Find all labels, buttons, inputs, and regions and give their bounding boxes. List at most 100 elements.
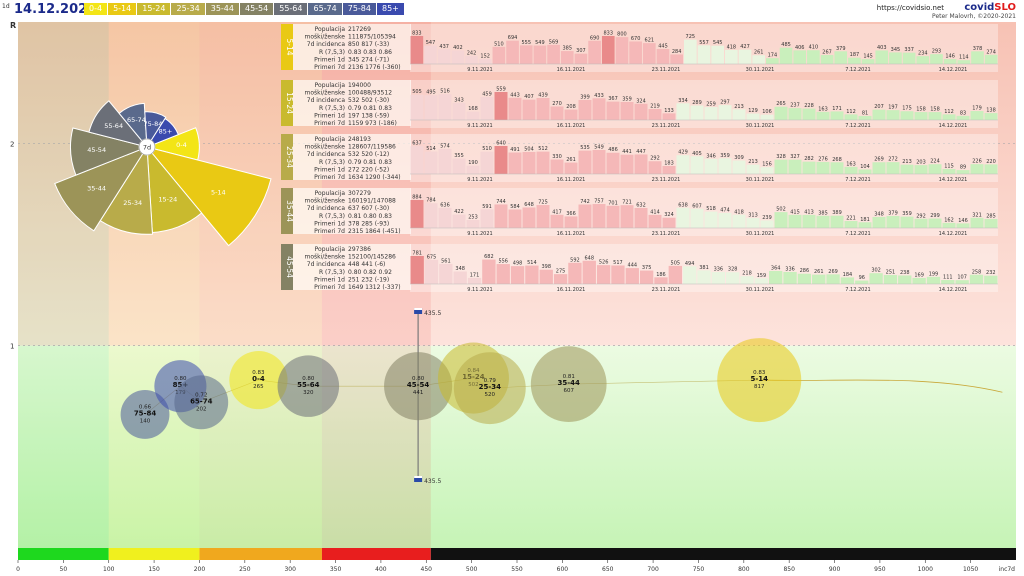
stat-key: 7d incidenca: [307, 41, 346, 48]
mini-bar-value: 443: [510, 92, 520, 98]
mini-bar-value: 675: [427, 254, 437, 260]
mini-bar-value: 96: [859, 275, 865, 281]
mini-bar: [452, 102, 466, 120]
stat-value: 248193: [348, 136, 371, 143]
mini-bar: [656, 49, 670, 64]
mini-bar-value: 129: [748, 108, 758, 114]
mini-bar-value: 491: [510, 147, 520, 153]
mini-bar: [861, 59, 875, 64]
mini-bar-value: 725: [538, 200, 548, 206]
mini-bar: [536, 151, 550, 174]
mini-bar-value: 156: [762, 162, 772, 168]
stat-value: 1634 1290 (-344): [348, 174, 401, 181]
mini-bar-value: 725: [686, 34, 696, 40]
mini-bar: [578, 100, 592, 120]
mini-bar: [564, 216, 578, 228]
mini-bar: [494, 204, 508, 228]
bubble-label: 25-34: [479, 383, 502, 391]
date-tick: 30.11.2021: [746, 177, 775, 183]
mini-bar-value: 632: [636, 202, 646, 208]
panel-tab-label: 45-54: [285, 256, 294, 278]
mini-bar: [872, 216, 886, 228]
mini-bar: [914, 218, 928, 228]
mini-bar: [539, 269, 553, 284]
mini-bar-value: 418: [734, 209, 744, 215]
mini-bar: [410, 146, 424, 174]
mini-bar: [634, 103, 648, 120]
mini-bar: [611, 265, 625, 284]
stat-key: Primeri 1d: [314, 112, 345, 119]
mini-bar-value: 557: [699, 40, 709, 46]
x-tick-label: 300: [284, 566, 296, 573]
mini-bar: [578, 150, 592, 174]
mini-bar-value: 359: [622, 97, 632, 103]
pie-label-85+: 85+: [159, 128, 173, 136]
mini-bar: [508, 209, 522, 228]
mini-bar-value: 213: [748, 159, 758, 165]
mini-bar-value: 162: [944, 217, 954, 223]
mini-bar: [969, 274, 984, 284]
mini-bar: [606, 152, 620, 174]
stat-value: 1649 1312 (-337): [348, 284, 401, 291]
mini-bar-value: 555: [521, 40, 531, 46]
mini-bar-value: 115: [944, 163, 954, 169]
mini-bar: [606, 101, 620, 120]
mini-bar: [883, 275, 898, 284]
mini-bar: [970, 111, 984, 120]
x-tick-label: 450: [421, 566, 433, 573]
mini-bar-value: 422: [454, 209, 464, 215]
mini-bar-value: 343: [454, 97, 464, 103]
stat-key: R (7,5,3): [319, 105, 345, 112]
mini-bar: [970, 164, 984, 174]
mini-bar-value: 171: [470, 272, 480, 278]
mini-bar: [510, 266, 525, 284]
mini-bar-value: 414: [650, 209, 660, 215]
stat-value: 197 138 (-59): [348, 112, 389, 119]
bubble-25-34: [453, 352, 526, 425]
x-tick-label: 550: [511, 566, 523, 573]
site-url[interactable]: https://covidsio.net: [876, 4, 944, 12]
age-legend-55-64: 55-64: [274, 3, 308, 15]
date-tick: 9.11.2021: [467, 123, 492, 129]
mini-bar: [732, 160, 746, 174]
mini-bar: [788, 108, 802, 120]
mini-bar: [466, 165, 480, 174]
mini-bar: [914, 165, 928, 174]
bubble-35-44: [530, 346, 607, 422]
mini-bar: [844, 221, 858, 228]
mini-bar-value: 337: [904, 47, 914, 53]
mini-bar: [930, 54, 943, 64]
mini-bar-value: 498: [513, 261, 523, 267]
mini-bar: [956, 115, 970, 120]
mini-bar: [858, 169, 872, 174]
x-tick-label: 850: [783, 566, 795, 573]
mini-bar-value: 181: [860, 217, 870, 223]
mini-bar-value: 237: [790, 103, 800, 109]
mini-bar-value: 324: [664, 212, 674, 218]
mini-bar: [676, 103, 690, 120]
mini-bar-value: 265: [776, 101, 786, 107]
mini-bar: [916, 56, 930, 64]
panel-tab: [281, 244, 293, 290]
mini-bar: [482, 259, 496, 284]
mini-bar-value: 258: [972, 269, 982, 275]
mini-bar-value: 439: [538, 93, 548, 99]
bubble-label: 45-54: [407, 381, 430, 389]
mini-bar: [746, 218, 760, 228]
mini-bar: [942, 114, 956, 120]
mini-bar: [711, 45, 725, 64]
mini-bar-value: 569: [549, 39, 559, 45]
mini-bar: [668, 265, 682, 284]
mini-bar: [438, 94, 452, 120]
mini-bar-value: 415: [790, 209, 800, 215]
mini-bar: [466, 219, 480, 228]
mini-bar: [704, 211, 718, 228]
pie-label-45-54: 45-54: [87, 146, 106, 154]
stat-value: 850 817 (-33): [348, 41, 389, 48]
x-tick-label: 600: [557, 566, 569, 573]
mini-bar: [574, 53, 588, 64]
stat-key: Populacija: [315, 190, 346, 197]
mini-bar: [424, 259, 439, 284]
stat-value: 532 520 (-12): [348, 151, 389, 158]
